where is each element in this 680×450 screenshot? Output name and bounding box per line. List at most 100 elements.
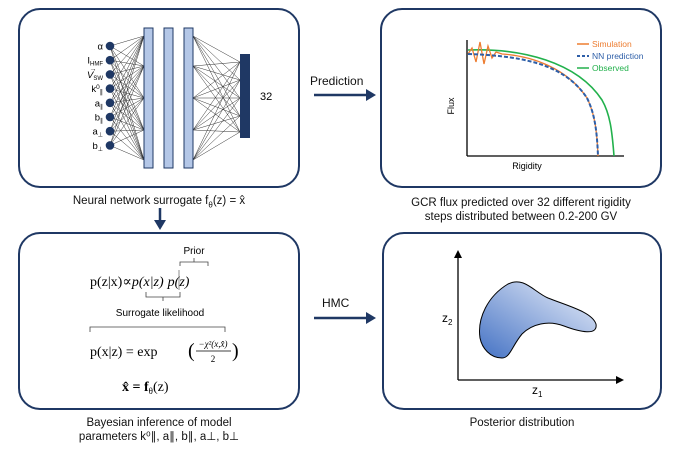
input-connection (109, 116, 145, 161)
likelihood-label: Surrogate likelihood (116, 308, 204, 319)
input-label: VSW (87, 70, 103, 82)
hmc-arrow (314, 312, 376, 324)
input-label: b⊥ (92, 141, 103, 153)
output-connection (192, 97, 241, 161)
output-connection (192, 35, 241, 63)
flux-legend: Simulation NN prediction Observed (577, 39, 644, 73)
hidden-layer-1 (143, 27, 154, 169)
input-connection (109, 65, 145, 75)
likelihood-brace (145, 292, 181, 301)
bayesian-panel: Prior p(z|x)∝p(x|z) p(z) Surrogate likeli… (18, 232, 300, 410)
input-labels: α IHMF VSW→ k0∥ a∥ b∥ a⊥ b⊥ (87, 42, 104, 153)
vector-arrow-mark: → (90, 66, 97, 73)
flux-panel: Flux Rigidity Simulation NN prediction O… (380, 8, 662, 188)
output-layer (240, 54, 250, 138)
input-connection (109, 45, 145, 99)
prediction-label: Prediction (310, 74, 364, 88)
output-connection (192, 97, 241, 133)
output-connection (192, 35, 241, 133)
input-connection (109, 59, 145, 67)
output-connection (192, 35, 241, 81)
posterior-caption: Posterior distribution (469, 417, 575, 429)
input-label: b∥ (95, 113, 103, 125)
input-connection (109, 88, 145, 131)
output-connection (192, 35, 241, 117)
posterior-region (479, 281, 597, 359)
input-label: k0∥ (91, 84, 103, 96)
input-connection (109, 97, 145, 118)
output-connection (192, 61, 241, 67)
input-node (105, 70, 115, 79)
input-connection (109, 35, 145, 75)
input-connection (109, 97, 145, 146)
hidden-layer-2 (163, 27, 174, 169)
flux-caption: GCR flux predicted over 32 different rig… (411, 197, 631, 223)
legend-nn-prediction: NN prediction (592, 51, 644, 61)
input-node (105, 141, 115, 150)
likelihood-numerator: −χ²(x,x̂) (199, 339, 228, 349)
down-arrow (154, 208, 166, 230)
output-connection (192, 35, 241, 99)
input-label: IHMF (87, 56, 103, 68)
posterior-y-arrowhead (454, 250, 462, 258)
input-connection (109, 35, 145, 103)
posterior-x-arrowhead (616, 376, 624, 384)
input-label: a⊥ (92, 127, 103, 139)
posterior-plot: z2 z1 (442, 250, 624, 399)
likelihood-denominator: 2 (211, 354, 216, 364)
hmc-label: HMC (322, 296, 350, 310)
output-connection (192, 97, 241, 131)
network-connections (109, 35, 241, 161)
posterior-panel: z2 z1 (382, 232, 662, 410)
input-connection (109, 60, 145, 161)
input-connection (109, 45, 145, 131)
nn-caption: Neural network surrogate fθ(z) = x̂ (72, 195, 246, 210)
input-connection (109, 65, 145, 89)
input-connection (109, 129, 145, 146)
output-size-label: 32 (260, 91, 272, 103)
input-connection (109, 35, 145, 132)
output-connection (192, 131, 241, 161)
input-node (105, 112, 115, 122)
hidden-layer-3 (183, 27, 194, 169)
input-connection (109, 60, 145, 131)
input-label: α (98, 42, 104, 53)
bayesian-caption: Bayesian inference of model parameters k… (78, 417, 240, 443)
input-connection (109, 102, 145, 161)
input-node (105, 84, 115, 93)
posterior-y-label: z2 (442, 311, 453, 327)
input-connection (109, 35, 145, 61)
input-connection (109, 88, 145, 161)
likelihood-paren-open: ( (188, 340, 195, 362)
input-connection (109, 45, 145, 67)
input-connection (109, 35, 145, 146)
output-connection (192, 97, 241, 117)
input-connection (109, 35, 145, 118)
input-connection (109, 74, 145, 161)
input-nodes (105, 41, 115, 150)
output-connection (192, 61, 241, 161)
input-node (105, 126, 115, 136)
input-connection (109, 116, 145, 131)
input-label: a∥ (95, 98, 103, 110)
input-connection (109, 97, 145, 104)
input-connection (109, 65, 145, 132)
input-connection (109, 145, 145, 161)
output-connection (192, 61, 241, 131)
input-node (105, 55, 115, 65)
posterior-x-label: z1 (532, 383, 543, 399)
input-connection (109, 60, 145, 99)
flux-x-label: Rigidity (512, 161, 542, 171)
neural-network-panel: α IHMF VSW → k0∥ a∥ b∥ a⊥ b⊥ 32 (18, 8, 300, 188)
output-connection (192, 115, 241, 161)
flux-y-label: Flux (446, 97, 456, 115)
input-connection (109, 102, 145, 131)
input-connection (109, 45, 145, 161)
simulation-curve (467, 41, 599, 157)
prior-brace (179, 258, 209, 266)
input-connection (109, 65, 145, 146)
input-connection (109, 129, 145, 132)
input-connection (109, 35, 145, 89)
input-node (105, 98, 115, 108)
output-connection (192, 61, 241, 99)
